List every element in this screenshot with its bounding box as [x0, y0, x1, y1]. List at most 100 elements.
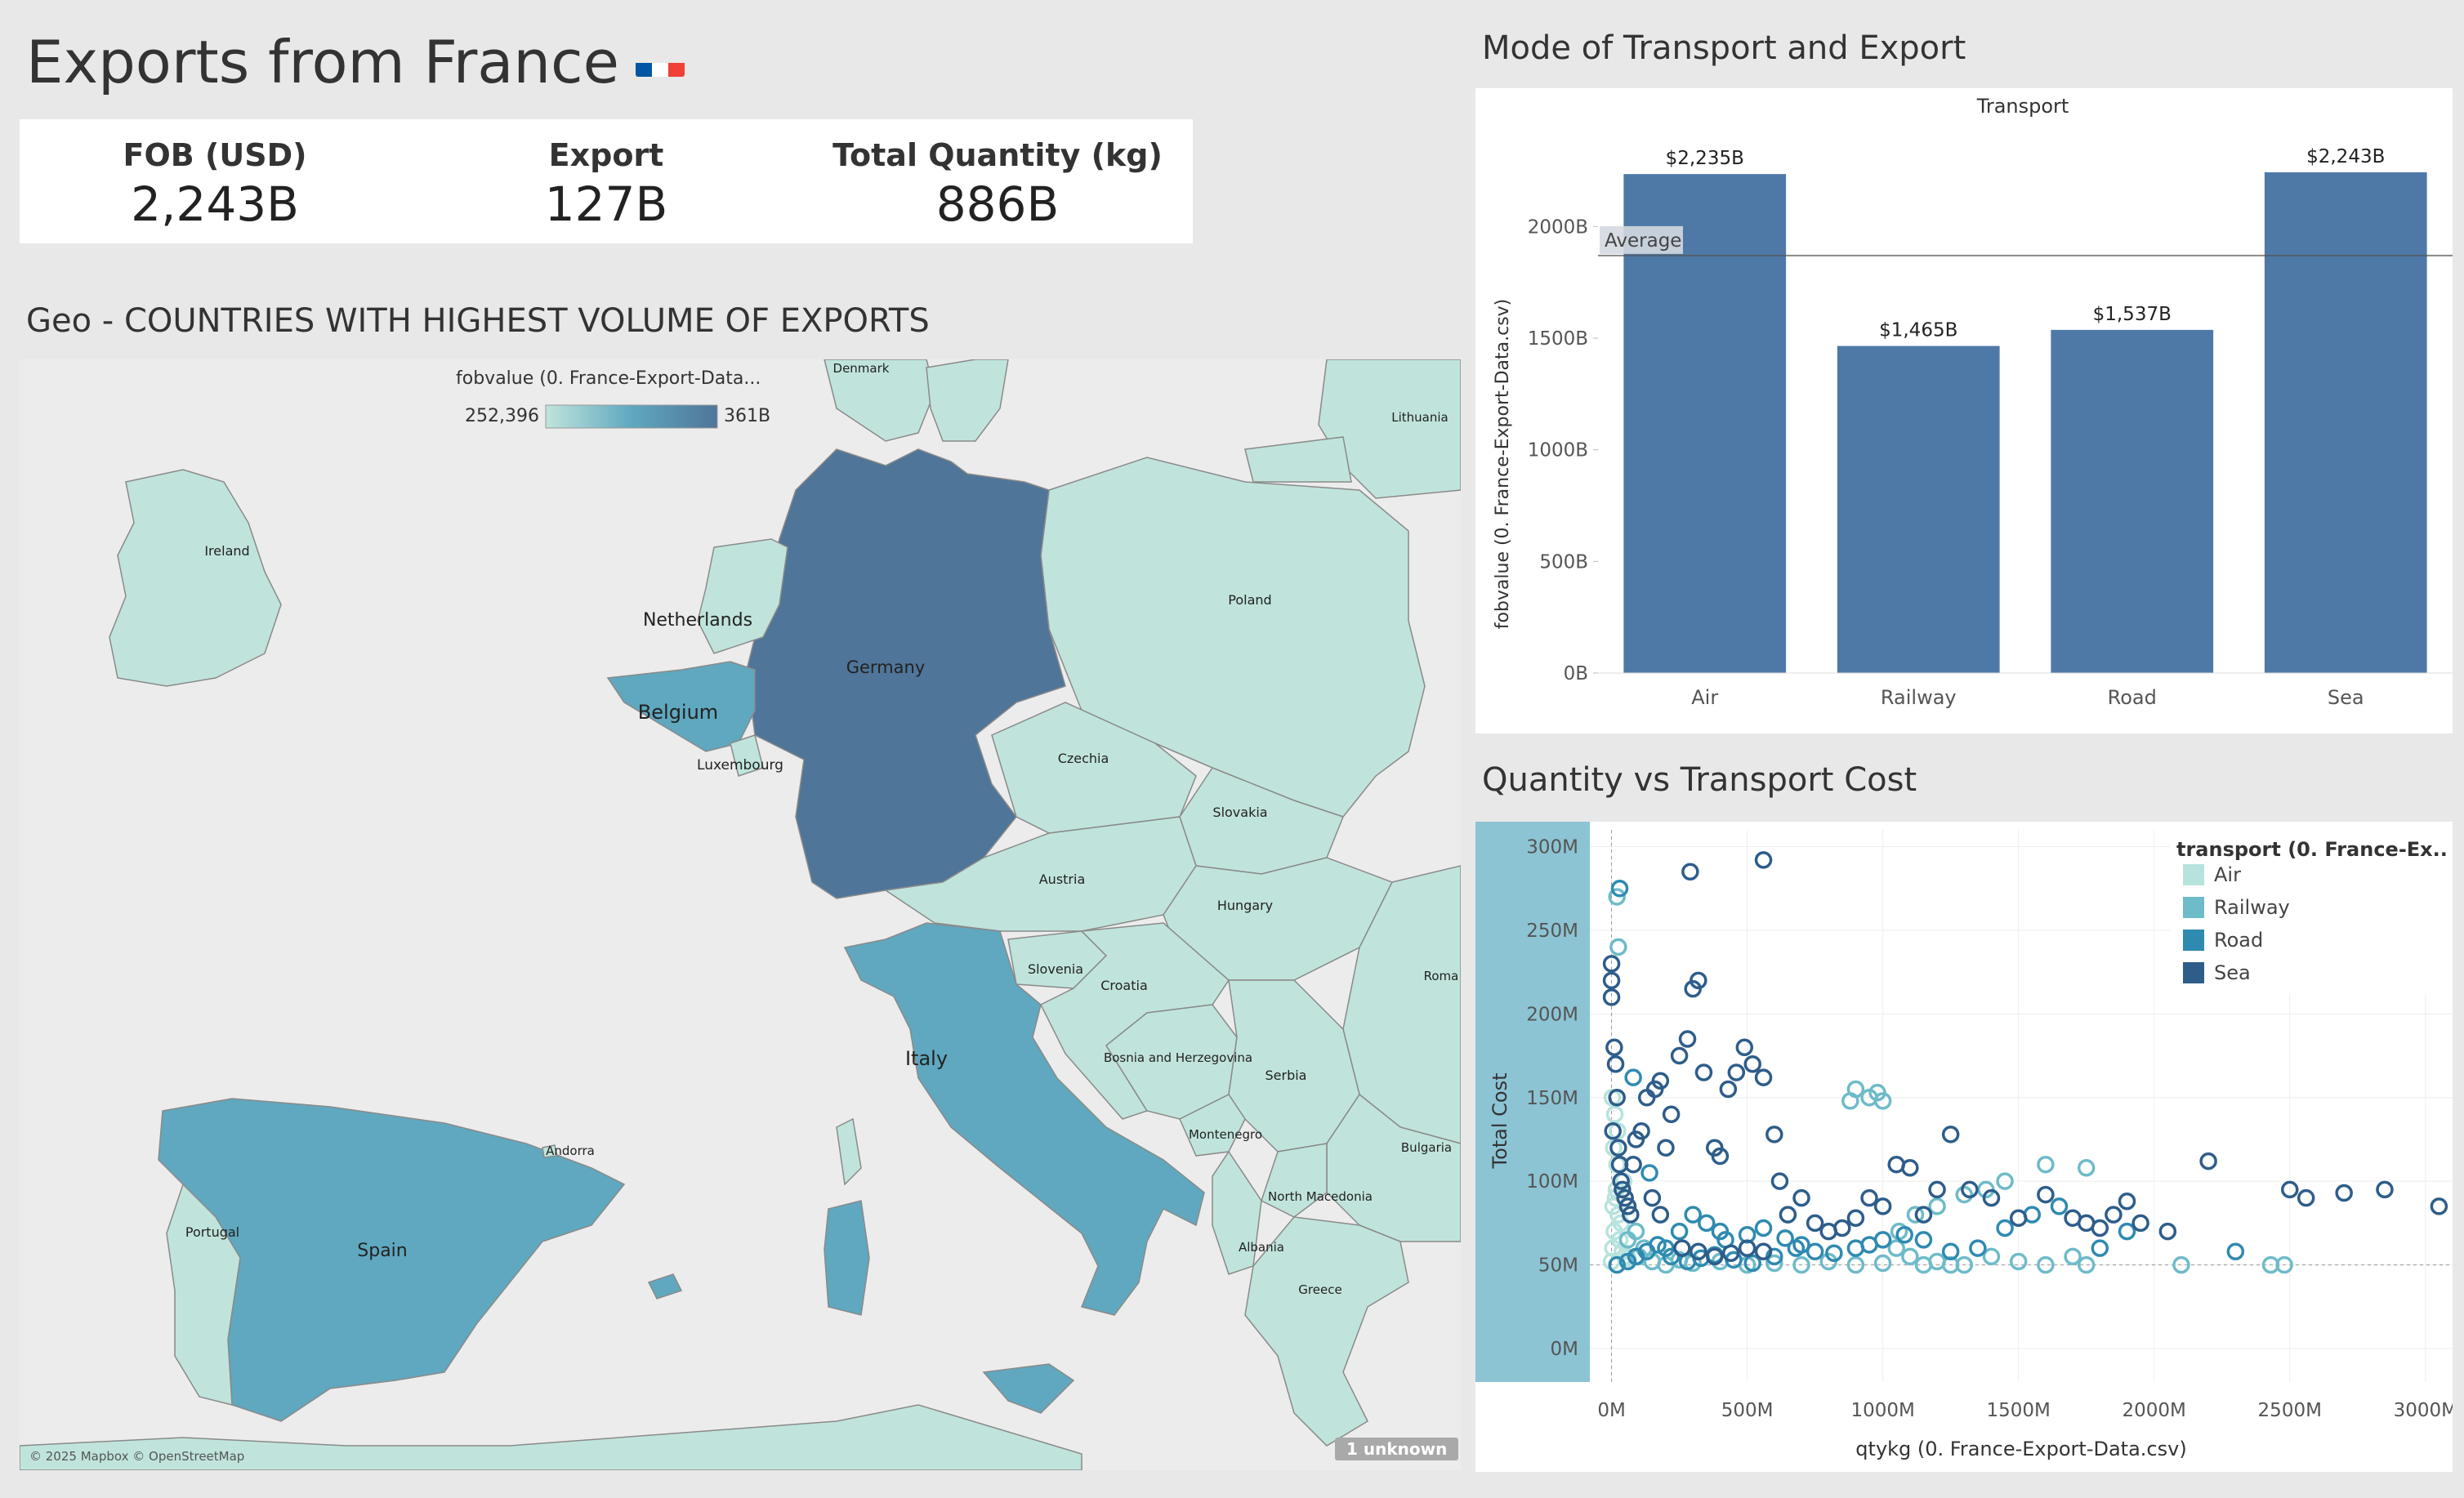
country-netherlands[interactable] — [697, 538, 788, 654]
scatter-point-sea[interactable] — [1770, 1172, 1789, 1190]
scatter-point-road[interactable] — [1670, 1222, 1689, 1241]
scatter-point-sea[interactable] — [1602, 955, 1621, 973]
scatter-point-sea[interactable] — [1605, 1038, 1623, 1057]
scatter-point-road[interactable] — [2118, 1222, 2136, 1241]
scatter-point-railway[interactable] — [1928, 1197, 1946, 1215]
scatter-point-sea[interactable] — [1681, 863, 1699, 881]
scatter-point-sea[interactable] — [1779, 1206, 1797, 1224]
legend-swatch-railway[interactable] — [2183, 897, 2204, 918]
scatter-point-sea[interactable] — [1614, 1180, 1632, 1199]
scatter-point-sea[interactable] — [1678, 1030, 1697, 1048]
scatter-point-railway[interactable] — [2037, 1155, 2055, 1174]
scatter-point-road[interactable] — [1754, 1219, 1773, 1237]
scatter-point-sea[interactable] — [1604, 1121, 1622, 1140]
scatter-point-road[interactable] — [2050, 1197, 2069, 1215]
scatter-point-road[interactable] — [2226, 1242, 2245, 1260]
legend-label-air[interactable]: Air — [2214, 863, 2241, 886]
scatter-point-road[interactable] — [1895, 1225, 1913, 1244]
scatter-point-sea[interactable] — [2281, 1180, 2299, 1199]
scatter-point-sea[interactable] — [1609, 1139, 1627, 1157]
scatter-point-sea[interactable] — [1690, 1242, 1707, 1260]
scatter-point-air[interactable] — [1610, 1231, 1629, 1249]
transport-bar-chart[interactable]: Transport fobvalue (0. France-Export-Dat… — [1475, 88, 2453, 733]
scatter-point-sea[interactable] — [1706, 1247, 1724, 1266]
scatter-point-sea[interactable] — [1901, 1159, 1919, 1177]
legend-label-road[interactable]: Road — [2214, 929, 2263, 952]
scatter-point-road[interactable] — [1743, 1254, 1761, 1273]
scatter-point-sea[interactable] — [1632, 1121, 1650, 1140]
scatter-point-sea[interactable] — [2376, 1180, 2394, 1199]
scatter-point-railway[interactable] — [1846, 1255, 1865, 1274]
country-italy-sicily[interactable] — [982, 1363, 1075, 1414]
bar-chart-canvas[interactable]: Transport fobvalue (0. France-Export-Dat… — [1475, 88, 2453, 733]
scatter-canvas[interactable]: Total Cost 0M 50M 100M 150M 200M 250M 300M 0M 50… — [1475, 822, 2457, 1472]
scatter-point-sea[interactable] — [1711, 1147, 1730, 1166]
scatter-point-sea[interactable] — [1792, 1188, 1810, 1207]
scatter-point-road[interactable] — [1608, 1255, 1626, 1274]
legend-label-railway[interactable]: Railway — [2214, 896, 2290, 919]
scatter-point-sea[interactable] — [1673, 1239, 1691, 1257]
scatter-point-air[interactable] — [1605, 1105, 1624, 1123]
scatter-point-sea[interactable] — [1735, 1038, 1754, 1057]
scatter-point-railway[interactable] — [1765, 1254, 1783, 1273]
scatter-point-sea[interactable] — [1914, 1206, 1933, 1224]
scatter-point-sea[interactable] — [1961, 1180, 1979, 1199]
scatter-point-sea[interactable] — [1719, 1080, 1738, 1099]
scatter-point-sea[interactable] — [1873, 1197, 1892, 1215]
scatter-point-road[interactable] — [1610, 879, 1629, 898]
scatter-point-road[interactable] — [1806, 1242, 1824, 1260]
legend-label-sea[interactable]: Sea — [2214, 961, 2251, 984]
scatter-point-road[interactable] — [1969, 1239, 1987, 1257]
scatter-point-sea[interactable] — [2430, 1197, 2448, 1215]
scatter-point-road[interactable] — [1640, 1164, 1658, 1182]
kpi-summary-card[interactable]: FOB (USD) 2,243B Export 127B Total Quant… — [20, 119, 1193, 243]
bar-air[interactable] — [1623, 174, 1787, 674]
scatter-point-railway[interactable] — [1906, 1206, 1925, 1224]
country-greece[interactable] — [1244, 1216, 1409, 1447]
scatter-point-sea[interactable] — [1608, 1089, 1626, 1107]
scatter-point-sea[interactable] — [1616, 1188, 1634, 1207]
country-montenegro[interactable] — [1179, 1094, 1246, 1157]
legend-swatch-sea[interactable] — [2183, 962, 2204, 983]
legend-swatch-air[interactable] — [2183, 864, 2204, 885]
bar-road[interactable] — [2051, 329, 2214, 673]
country-luxembourg[interactable] — [730, 734, 764, 777]
bar-sea[interactable] — [2264, 172, 2427, 673]
scatter-point-sea[interactable] — [1727, 1063, 1746, 1081]
scatter-point-sea[interactable] — [1754, 851, 1773, 869]
scatter-point-road[interactable] — [1649, 1236, 1667, 1254]
scatter-point-sea[interactable] — [1928, 1180, 1946, 1199]
scatter-point-sea[interactable] — [1651, 1072, 1670, 1090]
scatter-point-sea[interactable] — [1643, 1188, 1662, 1207]
scatter-point-road[interactable] — [1657, 1239, 1675, 1257]
scatter-point-sea[interactable] — [2158, 1222, 2177, 1241]
scatter-point-railway[interactable] — [2037, 1255, 2055, 1274]
country-france-corsica[interactable] — [836, 1117, 862, 1186]
scatter-point-sea[interactable] — [2091, 1219, 2109, 1237]
scatter-point-sea[interactable] — [2037, 1185, 2055, 1204]
map-canvas[interactable]: Denmark Lithuania Ireland Poland Netherl… — [20, 359, 1461, 1470]
scatter-point-railway[interactable] — [1982, 1247, 2001, 1266]
scatter-point-sea[interactable] — [2297, 1188, 2315, 1207]
scatter-point-sea[interactable] — [1743, 1055, 1761, 1073]
country-poland[interactable] — [1040, 457, 1426, 818]
scatter-point-railway[interactable] — [1955, 1255, 1974, 1274]
scatter-point-sea[interactable] — [2105, 1206, 2123, 1224]
country-spain-balearic[interactable] — [647, 1273, 683, 1300]
country-italy-sardinia[interactable] — [824, 1200, 870, 1316]
map-unknown-badge[interactable]: 1 unknown — [1335, 1438, 1459, 1460]
scatter-point-sea[interactable] — [1754, 1242, 1773, 1260]
country-albania[interactable] — [1212, 1150, 1262, 1275]
scatter-point-railway[interactable] — [2077, 1159, 2096, 1177]
scatter-point-railway[interactable] — [2172, 1255, 2190, 1274]
scatter-legend[interactable]: transport (0. France-Ex.. Air Railway Road… — [2170, 830, 2453, 993]
scatter-point-railway[interactable] — [2275, 1255, 2293, 1274]
scatter-point-railway[interactable] — [1792, 1255, 1810, 1274]
scatter-point-railway[interactable] — [1608, 888, 1626, 906]
scatter-point-road[interactable] — [2091, 1239, 2109, 1257]
scatter-point-sea[interactable] — [1765, 1126, 1783, 1144]
scatter-point-sea[interactable] — [1602, 988, 1621, 1006]
choropleth-map[interactable]: Denmark Lithuania Ireland Poland Netherl… — [20, 359, 1461, 1470]
scatter-point-sea[interactable] — [1806, 1214, 1824, 1233]
scatter-point-sea[interactable] — [2335, 1184, 2353, 1202]
